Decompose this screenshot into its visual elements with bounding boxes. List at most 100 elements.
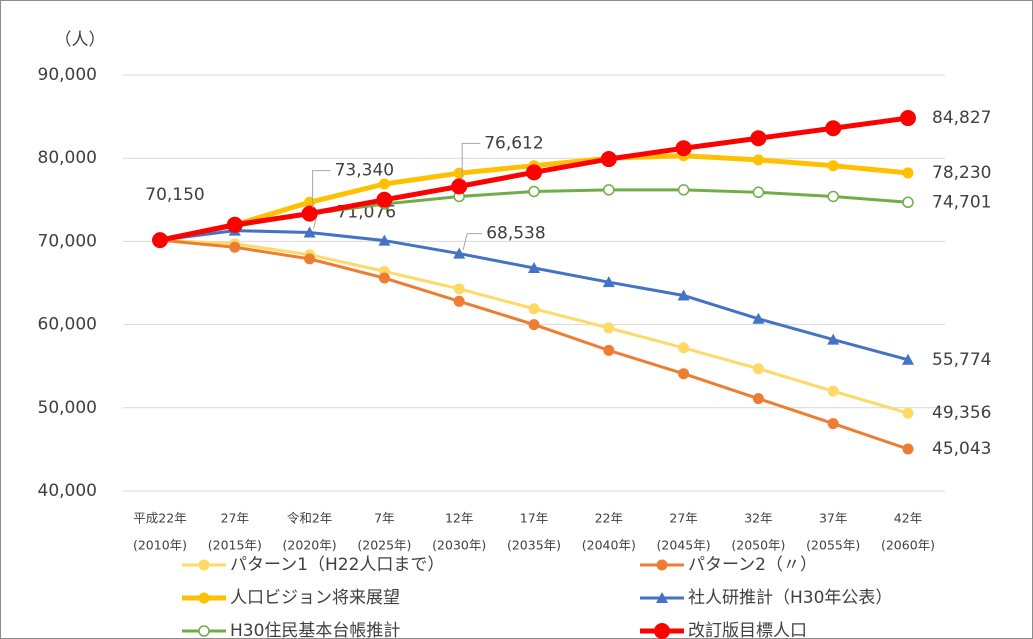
marker — [900, 110, 916, 127]
marker — [752, 363, 764, 375]
x-tick-label: 27年 — [669, 511, 697, 526]
marker — [752, 186, 765, 199]
marker — [902, 196, 914, 209]
marker — [825, 120, 842, 137]
data-label: 84,827 — [932, 108, 991, 128]
x-tick-label: 37年 — [819, 511, 847, 526]
legend-label: パターン1（H22人口まで） — [230, 555, 444, 575]
x-tick-label: (2060年) — [881, 538, 935, 553]
marker — [303, 226, 316, 238]
marker — [752, 154, 764, 166]
x-tick-label: 12年 — [445, 511, 473, 526]
legend-label: パターン2（〃） — [688, 555, 817, 575]
marker — [526, 164, 542, 181]
x-tick-label: (2015年) — [208, 538, 262, 553]
marker — [752, 312, 765, 324]
marker — [675, 140, 692, 157]
marker — [752, 393, 764, 405]
marker — [677, 184, 690, 196]
marker — [198, 625, 210, 637]
legend-label: 改訂版目標人口 — [688, 621, 807, 639]
x-tick-label: 42年 — [894, 511, 922, 526]
marker — [198, 592, 210, 604]
marker — [453, 283, 465, 295]
y-tick-label: 90,000 — [38, 65, 97, 85]
data-label: 70,150 — [145, 185, 204, 205]
marker — [376, 191, 393, 208]
marker — [827, 190, 839, 203]
x-tick-label: 7年 — [374, 511, 394, 526]
marker — [378, 234, 391, 246]
leader-line — [312, 170, 331, 208]
x-tick-label: (2025年) — [357, 538, 411, 553]
marker — [304, 253, 316, 265]
y-axis-label: （人） — [55, 30, 106, 50]
data-label: 76,612 — [484, 133, 543, 153]
marker — [602, 276, 615, 288]
x-tick-label: 令和2年 — [287, 511, 332, 526]
x-tick-label: (2035年) — [507, 538, 561, 553]
data-label: 49,356 — [932, 403, 991, 423]
marker — [656, 559, 668, 571]
marker — [677, 289, 690, 301]
leader-line — [461, 142, 481, 181]
marker — [603, 184, 615, 196]
legend-label: 人口ビジョン将来展望 — [230, 588, 400, 608]
marker — [603, 344, 615, 356]
legend-item: H30住民基本台帳推計 — [182, 621, 400, 639]
marker — [603, 322, 615, 334]
marker — [226, 216, 243, 233]
data-label: 45,043 — [932, 439, 991, 459]
x-tick-label: 平成22年 — [133, 511, 186, 526]
legend-label: 社人研推計（H30年公表） — [688, 588, 892, 608]
marker — [453, 295, 465, 307]
x-tick-label: 17年 — [520, 511, 548, 526]
x-tick-label: 32年 — [744, 511, 772, 526]
data-label: 55,774 — [932, 350, 991, 370]
marker — [528, 185, 540, 198]
x-tick-label: 22年 — [595, 511, 623, 526]
legend-item: 改訂版目標人口 — [640, 621, 807, 639]
marker — [378, 272, 390, 284]
y-tick-label: 40,000 — [38, 481, 97, 501]
marker — [528, 303, 540, 315]
x-tick-label: (2030年) — [432, 538, 486, 553]
marker — [902, 353, 914, 365]
marker — [678, 368, 690, 380]
marker — [198, 559, 210, 571]
marker — [378, 178, 390, 190]
x-tick-label: (2040年) — [582, 538, 636, 553]
y-tick-label: 80,000 — [38, 148, 97, 168]
x-tick-label: 27年 — [221, 511, 249, 526]
legend-item: 社人研推計（H30年公表） — [640, 588, 892, 608]
y-tick-label: 60,000 — [38, 315, 97, 335]
legend-item: パターン2（〃） — [640, 555, 817, 575]
marker — [827, 418, 839, 430]
x-tick-label: (2045年) — [657, 538, 711, 553]
marker — [528, 262, 540, 274]
leader-line — [462, 233, 483, 250]
marker — [902, 407, 914, 419]
legend-item: 人口ビジョン将来展望 — [182, 588, 400, 608]
legend-label: H30住民基本台帳推計 — [230, 621, 400, 639]
marker — [301, 205, 318, 222]
legend-item: パターン1（H22人口まで） — [182, 555, 444, 575]
x-tick-label: (2050年) — [731, 538, 785, 553]
marker — [827, 385, 839, 397]
x-tick-label: (2010年) — [133, 538, 187, 553]
data-label: 74,701 — [932, 192, 991, 212]
marker — [453, 247, 466, 259]
marker — [654, 623, 670, 639]
marker — [152, 232, 168, 249]
marker — [451, 178, 468, 195]
marker — [678, 342, 690, 354]
marker — [902, 167, 914, 179]
marker — [453, 167, 465, 179]
y-tick-label: 50,000 — [38, 398, 97, 418]
x-tick-label: (2020年) — [283, 538, 337, 553]
x-tick-label: (2055年) — [806, 538, 860, 553]
marker — [750, 130, 767, 147]
marker — [229, 241, 241, 253]
data-label: 73,340 — [335, 161, 394, 181]
